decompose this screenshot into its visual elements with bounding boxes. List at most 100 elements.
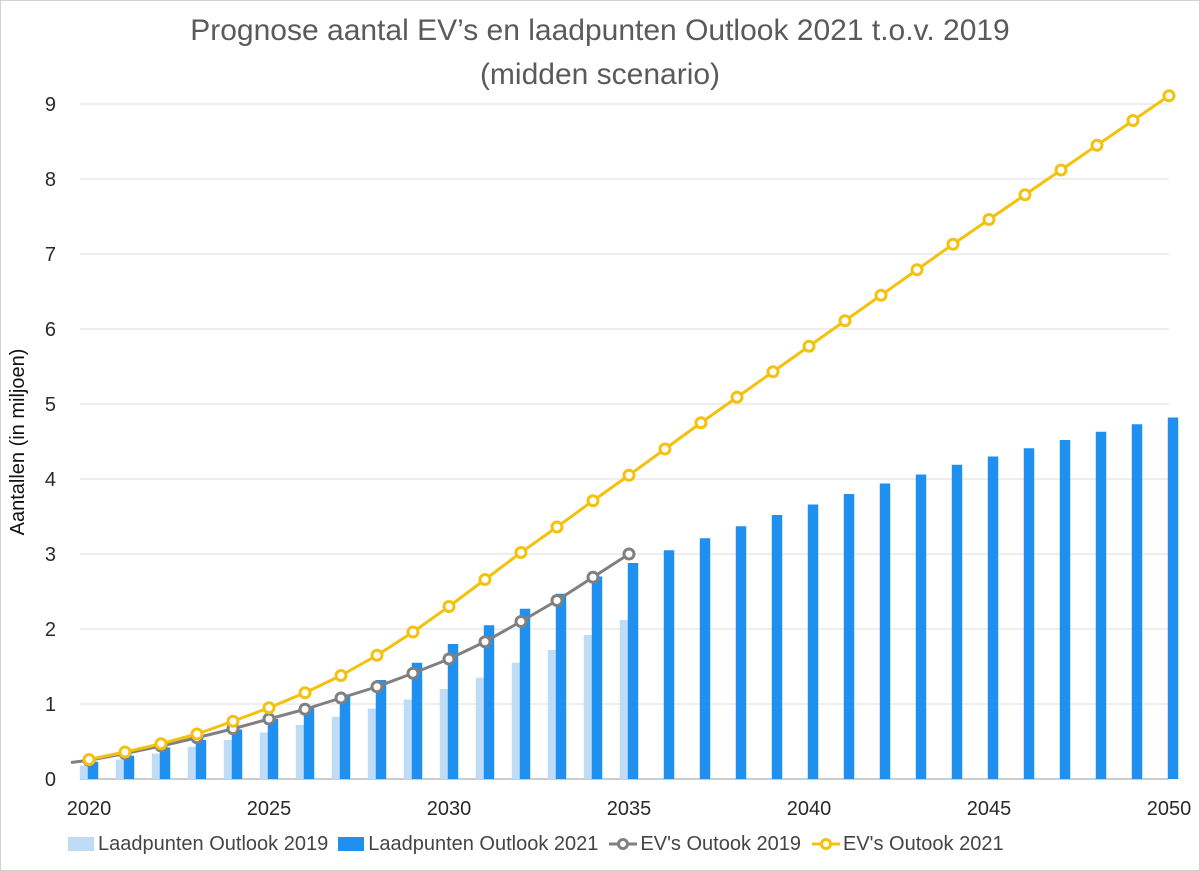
evs-2021-point (766, 365, 780, 379)
y-tick-label: 2 (45, 619, 56, 641)
evs-2021-point (262, 701, 276, 715)
bar-laadpunten-2021 (483, 625, 495, 779)
legend-label-laadpunten-2019: Laadpunten Outlook 2019 (98, 832, 329, 855)
bar-laadpunten-2019 (295, 725, 307, 779)
bar-laadpunten-2021 (1167, 417, 1179, 779)
evs-2019-point (442, 652, 456, 666)
y-tick-label: 6 (45, 319, 56, 341)
x-axis-ticks: 2020 2025 2030 2035 2040 2045 2050 (67, 798, 1192, 820)
bar-laadpunten-2021 (195, 740, 207, 779)
legend-item-evs-2021: EV's Outook 2021 (811, 833, 1004, 856)
legend-item-laadpunten-2021: Laadpunten Outlook 2021 (338, 833, 598, 856)
bar-laadpunten-2021 (555, 593, 567, 779)
bar-laadpunten-2021 (663, 550, 675, 779)
bar-laadpunten-2021 (267, 719, 279, 779)
bar-laadpunten-2021 (1023, 448, 1035, 779)
legend-swatch-evs-2021 (812, 838, 840, 850)
evs-2021-point (226, 714, 240, 728)
evs-2021-point (82, 753, 96, 766)
x-tick-label: 2035 (607, 798, 652, 820)
x-tick-label: 2020 (67, 798, 112, 820)
bar-laadpunten-2021 (591, 576, 603, 779)
evs-2019-point (262, 712, 276, 726)
evs-2021-point (190, 727, 204, 741)
y-tick-label: 4 (45, 469, 56, 491)
bar-laadpunten-2021 (627, 563, 639, 779)
evs-2021-point (658, 442, 672, 456)
evs-2021-point (370, 648, 384, 662)
evs-2021-point (982, 213, 996, 226)
bar-laadpunten-2019 (151, 753, 163, 779)
evs-2021-point (406, 625, 420, 639)
evs-2021-point (442, 600, 456, 613)
series-laadpunten-2019 (79, 620, 631, 779)
y-tick-label: 8 (45, 169, 56, 191)
bar-laadpunten-2019 (403, 699, 415, 779)
legend-marker (820, 838, 832, 850)
bar-laadpunten-2019 (475, 677, 487, 779)
legend-label-laadpunten-2021: Laadpunten Outlook 2021 (368, 832, 599, 855)
bar-laadpunten-2021 (1059, 440, 1071, 779)
evs-2021-point (1054, 163, 1068, 177)
evs-2021-point (298, 686, 312, 700)
evs-2019-point (514, 615, 528, 628)
evs-2019-point (478, 635, 492, 649)
bar-laadpunten-2019 (331, 716, 343, 779)
legend-label-evs-2019: EV's Outook 2019 (640, 832, 801, 855)
x-tick-label: 2045 (967, 798, 1012, 820)
evs-2021-point (514, 546, 528, 559)
evs-2021-point (1090, 138, 1104, 152)
series-laadpunten-2021 (87, 417, 1179, 779)
evs-2019-point (370, 680, 384, 694)
bar-laadpunten-2021 (375, 680, 387, 779)
evs-2021-point (622, 468, 636, 482)
bar-laadpunten-2021 (987, 456, 999, 779)
legend-label-evs-2021: EV's Outook 2021 (843, 832, 1004, 855)
evs-2021-point (550, 520, 564, 534)
evs-2021-point (118, 745, 132, 759)
bar-laadpunten-2021 (1095, 431, 1107, 779)
bar-laadpunten-2021 (87, 761, 99, 779)
legend-marker (617, 838, 630, 850)
bar-laadpunten-2019 (547, 650, 559, 779)
bar-laadpunten-2021 (1131, 424, 1143, 779)
evs-2021-point (154, 737, 168, 751)
bar-laadpunten-2021 (159, 747, 171, 779)
y-axis-ticks: 0 1 2 3 4 5 6 7 8 9 (45, 94, 56, 791)
bar-laadpunten-2019 (583, 635, 595, 779)
legend: Laadpunten Outlook 2019 Laadpunten Outlo… (68, 828, 1014, 860)
evs-2021-point (730, 390, 744, 404)
x-tick-label: 2030 (427, 798, 472, 820)
evs-2021-point (694, 416, 708, 430)
bar-laadpunten-2021 (519, 608, 531, 779)
bar-laadpunten-2021 (735, 526, 747, 779)
evs-2019-point (622, 547, 636, 561)
bar-laadpunten-2019 (223, 740, 235, 779)
bar-laadpunten-2019 (511, 662, 523, 779)
y-tick-label: 9 (45, 94, 56, 116)
evs-2019-point (334, 691, 348, 705)
bar-laadpunten-2021 (303, 707, 315, 779)
bar-laadpunten-2021 (951, 464, 963, 779)
evs-2021-point (334, 669, 348, 682)
series-evs-2021 (82, 89, 1176, 766)
bar-laadpunten-2019 (115, 759, 127, 779)
evs-2021-point (874, 288, 888, 302)
legend-swatch-laadpunten-2019 (68, 837, 94, 851)
legend-item-laadpunten-2019: Laadpunten Outlook 2019 (68, 833, 328, 856)
bar-laadpunten-2021 (339, 695, 351, 779)
bar-laadpunten-2021 (699, 538, 711, 779)
evs-2021-point (478, 573, 492, 586)
evs-2021-point (910, 263, 924, 277)
bar-laadpunten-2019 (367, 708, 379, 779)
evs-2021-point (1126, 114, 1140, 127)
y-tick-label: 5 (45, 394, 56, 416)
evs-2019-point (586, 570, 600, 584)
x-tick-label: 2050 (1147, 798, 1192, 820)
legend-swatch-evs-2019 (609, 838, 638, 850)
evs-2021-point (586, 494, 600, 508)
legend-item-evs-2019: EV's Outook 2019 (608, 833, 801, 856)
evs-2019-point (406, 666, 420, 680)
bar-laadpunten-2021 (771, 515, 783, 779)
